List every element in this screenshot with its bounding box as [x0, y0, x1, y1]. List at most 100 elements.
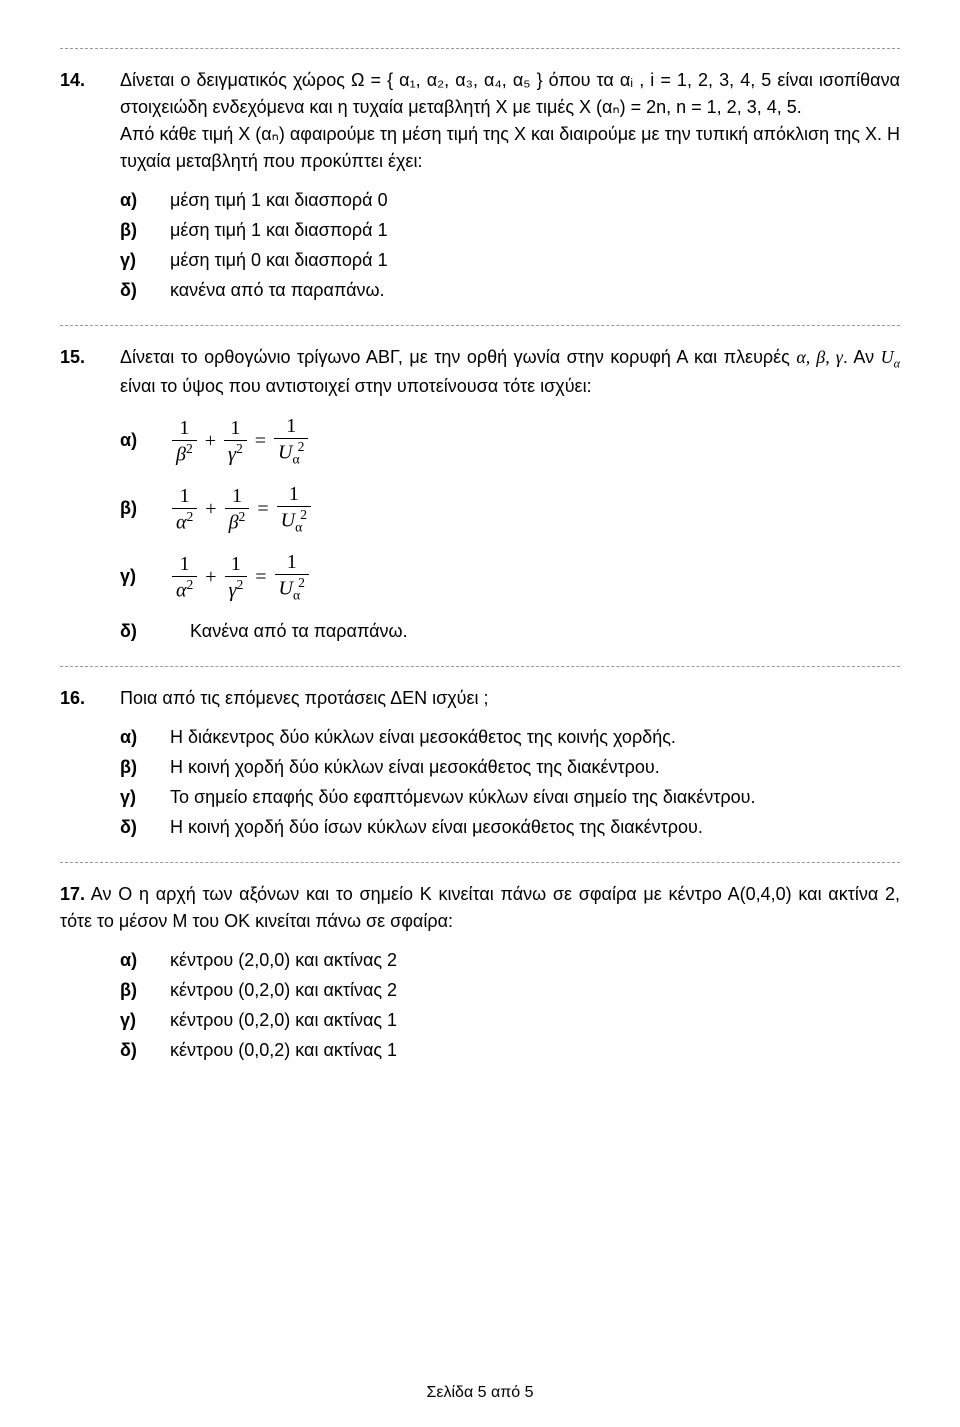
frac-den: β2	[172, 441, 197, 467]
q14-body: Δίνεται ο δειγματικός χώρος Ω = { α₁, α₂…	[120, 67, 900, 307]
frac-den: Uα2	[275, 575, 309, 604]
q15-Ua: Uα	[881, 347, 900, 367]
opt-label: β)	[120, 495, 170, 522]
opt-label: α)	[120, 427, 170, 454]
opt-text: κανένα από τα παραπάνω.	[170, 277, 900, 304]
q17-text-block: 17. Αν Ο η αρχή των αξόνων και το σημείο…	[60, 881, 900, 935]
U: U	[279, 578, 293, 600]
frac-num: 1	[225, 484, 250, 509]
exp2: 2	[186, 441, 193, 456]
exp2: 2	[187, 577, 194, 592]
frac-num: 1	[274, 414, 308, 439]
exp2: 2	[187, 509, 194, 524]
frac-num: 1	[172, 484, 197, 509]
equals-sign: =	[255, 562, 266, 592]
opt-label: β)	[120, 977, 150, 1004]
fraction: 1Uα2	[274, 414, 308, 468]
plus-sign: +	[205, 426, 216, 456]
opt-text: Κανένα από τα παραπάνω.	[190, 618, 900, 645]
opt-text: κέντρου (0,0,2) και ακτίνας 1	[170, 1037, 900, 1064]
alpha: α	[176, 579, 187, 601]
frac-den: Uα2	[274, 439, 308, 468]
plus-sign: +	[205, 494, 216, 524]
frac-den: γ2	[225, 577, 248, 603]
plus-sign: +	[205, 562, 216, 592]
opt-text: μέση τιμή 1 και διασπορά 0	[170, 187, 900, 214]
q17-number: 17.	[60, 881, 85, 908]
opt-text: κέντρου (0,2,0) και ακτίνας 1	[170, 1007, 900, 1034]
fraction: 1α2	[172, 484, 197, 535]
u-letter: U	[881, 347, 894, 367]
opt-text: κέντρου (0,2,0) και ακτίνας 2	[170, 977, 900, 1004]
separator	[60, 862, 900, 863]
alpha-sub: α	[894, 357, 900, 371]
fraction: 1Uα2	[275, 550, 309, 604]
q15-number: 15.	[60, 344, 100, 371]
q15-text-c: . Αν	[843, 347, 881, 367]
equals-sign: =	[257, 494, 268, 524]
exp2: 2	[300, 507, 307, 522]
opt-text: Η κοινή χορδή δύο ίσων κύκλων είναι μεσο…	[170, 814, 900, 841]
q15-text: Δίνεται το ορθογώνιο τρίγωνο ΑΒΓ, με την…	[120, 344, 900, 400]
page: 14. Δίνεται ο δειγματικός χώρος Ω = { α₁…	[0, 0, 960, 1427]
q14-line2: Από κάθε τιμή Χ (αₙ) αφαιρούμε τη μέση τ…	[120, 121, 900, 175]
fraction: 1β2	[172, 416, 197, 467]
exp2: 2	[236, 577, 243, 592]
q15-text-d: είναι το ύψος που αντιστοιχεί στην υποτε…	[120, 376, 592, 396]
fraction: 1γ2	[224, 416, 247, 467]
separator	[60, 48, 900, 49]
q16-body: Ποια από τις επόμενες προτάσεις ΔΕΝ ισχύ…	[120, 685, 900, 844]
opt-text: Η διάκεντρος δύο κύκλων είναι μεσοκάθετο…	[170, 724, 900, 751]
q16-options: α) Η διάκεντρος δύο κύκλων είναι μεσοκάθε…	[120, 724, 900, 841]
frac-den: α2	[172, 509, 197, 535]
exp2: 2	[298, 575, 305, 590]
opt-label: γ)	[120, 1007, 150, 1034]
opt-label: δ)	[120, 277, 150, 304]
question-16: 16. Ποια από τις επόμενες προτάσεις ΔΕΝ …	[60, 685, 900, 844]
U: U	[278, 442, 292, 464]
frac-num: 1	[224, 416, 247, 441]
opt-label: β)	[120, 217, 150, 244]
fraction: 1Uα2	[277, 482, 311, 536]
q15-opt-b: β) 1α2 + 1β2 = 1Uα2	[120, 482, 900, 536]
frac-den: Uα2	[277, 507, 311, 536]
opt-label: α)	[120, 724, 150, 751]
U: U	[281, 510, 295, 532]
opt-label: γ)	[120, 563, 170, 590]
separator	[60, 325, 900, 326]
q16-number: 16.	[60, 685, 100, 712]
frac-den: β2	[225, 509, 250, 535]
opt-text: Η κοινή χορδή δύο κύκλων είναι μεσοκάθετ…	[170, 754, 900, 781]
q14-number: 14.	[60, 67, 100, 94]
opt-label: α)	[120, 947, 150, 974]
fraction: 1γ2	[225, 552, 248, 603]
opt-label: γ)	[120, 247, 150, 274]
question-15: 15. Δίνεται το ορθογώνιο τρίγωνο ΑΒΓ, με…	[60, 344, 900, 648]
q15-opt-c: γ) 1α2 + 1γ2 = 1Uα2	[120, 550, 900, 604]
q14-options: α) μέση τιμή 1 και διασπορά 0 β) μέση τιμή…	[120, 187, 900, 304]
gamma: γ	[228, 443, 236, 465]
equals-sign: =	[255, 426, 266, 456]
beta: β	[176, 443, 186, 465]
opt-text: μέση τιμή 1 και διασπορά 1	[170, 217, 900, 244]
opt-label: β)	[120, 754, 150, 781]
q15-opt-a: α) 1β2 + 1γ2 = 1Uα2	[120, 414, 900, 468]
opt-text: κέντρου (2,0,0) και ακτίνας 2	[170, 947, 900, 974]
question-14: 14. Δίνεται ο δειγματικός χώρος Ω = { α₁…	[60, 67, 900, 307]
frac-num: 1	[275, 550, 309, 575]
q15-text-a: Δίνεται το ορθογώνιο τρίγωνο ΑΒΓ, με την…	[120, 347, 796, 367]
opt-label: δ)	[120, 1037, 150, 1064]
alpha: α	[176, 511, 187, 533]
frac-num: 1	[225, 552, 248, 577]
frac-den: γ2	[224, 441, 247, 467]
separator	[60, 666, 900, 667]
opt-label: γ)	[120, 784, 150, 811]
exp2: 2	[236, 441, 243, 456]
q17-text: Αν Ο η αρχή των αξόνων και το σημείο Κ κ…	[60, 884, 900, 931]
opt-label: α)	[120, 187, 150, 214]
q15-text-b: α, β, γ	[796, 347, 843, 367]
frac-den: α2	[172, 577, 197, 603]
fraction: 1α2	[172, 552, 197, 603]
frac-num: 1	[277, 482, 311, 507]
beta: β	[229, 511, 239, 533]
